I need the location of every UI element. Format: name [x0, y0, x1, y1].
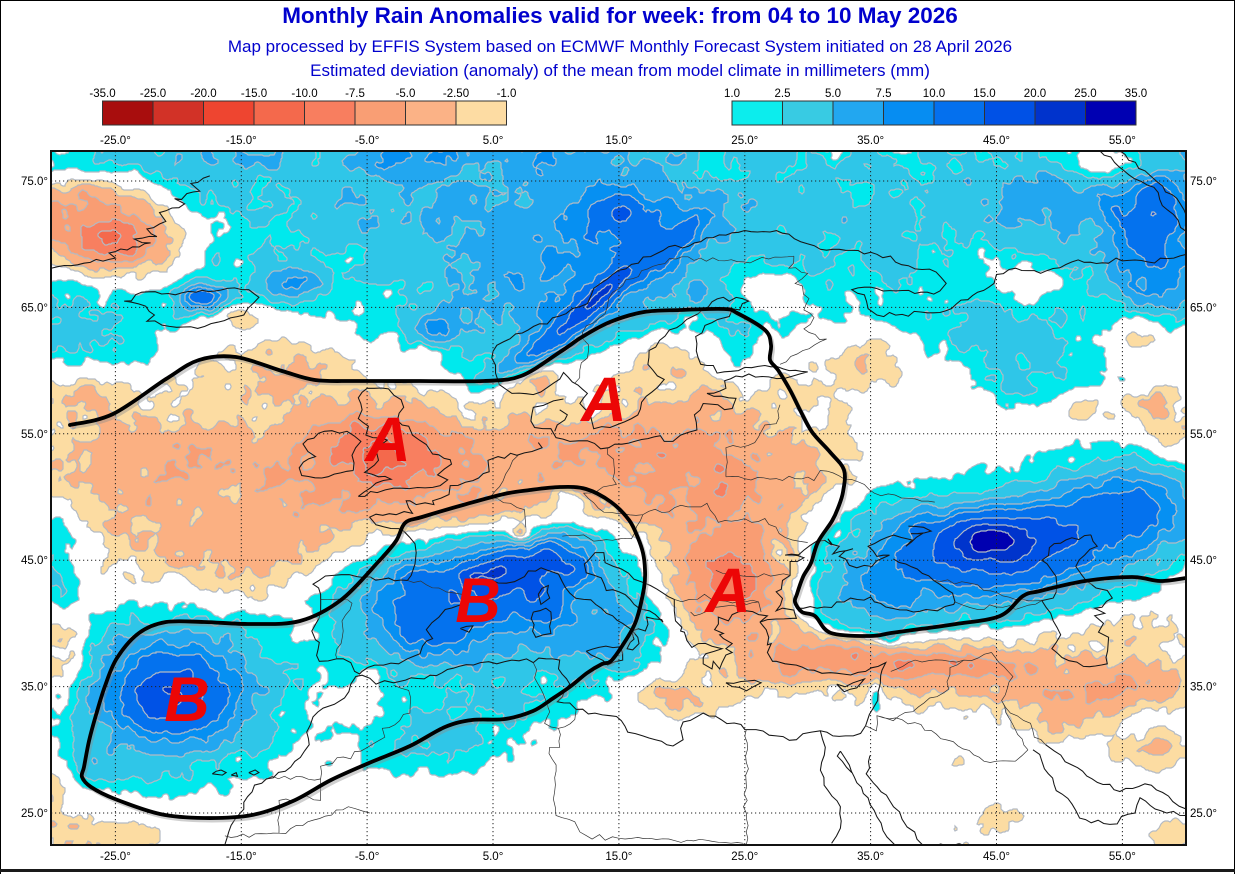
svg-text:-7.5: -7.5 — [345, 88, 365, 100]
svg-text:75.0°: 75.0° — [21, 176, 48, 188]
svg-text:-5.0°: -5.0° — [355, 135, 379, 147]
svg-text:-25.0°: -25.0° — [100, 135, 131, 147]
svg-text:5.0°: 5.0° — [483, 851, 504, 863]
svg-text:25.0°: 25.0° — [21, 808, 48, 820]
svg-text:5.0: 5.0 — [825, 88, 841, 100]
svg-text:-5.0°: -5.0° — [355, 851, 379, 863]
svg-text:-20.0: -20.0 — [190, 88, 216, 100]
svg-text:-25.0°: -25.0° — [100, 851, 131, 863]
svg-text:20.0: 20.0 — [1024, 88, 1046, 100]
svg-text:5.0°: 5.0° — [483, 135, 504, 147]
svg-text:25.0: 25.0 — [1074, 88, 1096, 100]
svg-text:35.0°: 35.0° — [1190, 682, 1217, 694]
svg-text:45.0°: 45.0° — [1190, 555, 1217, 567]
svg-text:-2.50: -2.50 — [443, 88, 469, 100]
svg-text:65.0°: 65.0° — [1190, 302, 1217, 314]
svg-text:35.0°: 35.0° — [857, 135, 884, 147]
svg-text:A: A — [363, 405, 411, 475]
svg-text:Monthly Rain Anomalies valid f: Monthly Rain Anomalies valid for week: f… — [282, 3, 958, 28]
svg-text:15.0°: 15.0° — [605, 851, 632, 863]
svg-text:45.0°: 45.0° — [983, 851, 1010, 863]
svg-text:55.0°: 55.0° — [21, 429, 48, 441]
svg-text:B: B — [455, 566, 501, 636]
svg-text:35.0°: 35.0° — [857, 851, 884, 863]
svg-text:55.0°: 55.0° — [1190, 429, 1217, 441]
svg-text:65.0°: 65.0° — [21, 302, 48, 314]
svg-text:2.5: 2.5 — [775, 88, 791, 100]
svg-text:-1.0: -1.0 — [497, 88, 517, 100]
svg-text:25.0°: 25.0° — [731, 851, 758, 863]
svg-text:15.0°: 15.0° — [605, 135, 632, 147]
svg-text:45.0°: 45.0° — [983, 135, 1010, 147]
svg-text:55.0°: 55.0° — [1109, 135, 1136, 147]
svg-text:75.0°: 75.0° — [1190, 176, 1217, 188]
svg-text:35.0°: 35.0° — [21, 682, 48, 694]
svg-text:-35.0: -35.0 — [89, 88, 115, 100]
svg-text:A: A — [703, 556, 751, 626]
svg-text:25.0°: 25.0° — [731, 135, 758, 147]
svg-text:B: B — [164, 665, 210, 735]
svg-text:35.0: 35.0 — [1125, 88, 1147, 100]
svg-text:A: A — [579, 365, 627, 435]
svg-text:55.0°: 55.0° — [1109, 851, 1136, 863]
svg-text:-25.0: -25.0 — [140, 88, 166, 100]
svg-text:-5.0: -5.0 — [396, 88, 416, 100]
svg-text:45.0°: 45.0° — [21, 555, 48, 567]
svg-text:7.5: 7.5 — [876, 88, 892, 100]
svg-text:-15.0°: -15.0° — [226, 851, 257, 863]
svg-text:-15.0: -15.0 — [241, 88, 267, 100]
svg-text:-10.0: -10.0 — [291, 88, 317, 100]
svg-text:25.0°: 25.0° — [1190, 808, 1217, 820]
svg-text:15.0: 15.0 — [973, 88, 995, 100]
svg-text:Map processed by EFFIS System: Map processed by EFFIS System based on E… — [228, 37, 1012, 56]
svg-text:10.0: 10.0 — [923, 88, 945, 100]
svg-text:-15.0°: -15.0° — [226, 135, 257, 147]
svg-text:1.0: 1.0 — [724, 88, 740, 100]
svg-text:Estimated deviation (anomaly): Estimated deviation (anomaly) of the mea… — [310, 61, 930, 80]
